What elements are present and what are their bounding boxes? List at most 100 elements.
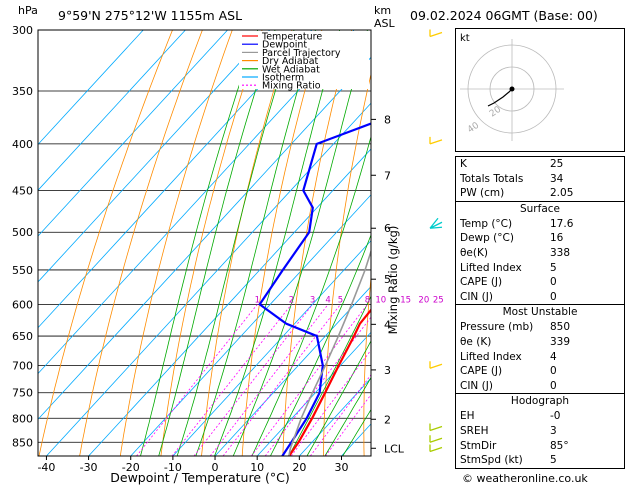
x-tick-label: -40 <box>37 461 55 474</box>
surface-label: Lifted Index <box>460 261 522 274</box>
surface-value: 338 <box>550 246 571 259</box>
y-tick-label: 450 <box>12 185 33 198</box>
y-tick-label: 800 <box>12 412 33 425</box>
legend-label: Isotherm <box>262 73 304 84</box>
surface-row: Dewp (°C) 16 <box>456 231 624 246</box>
footer-credit: © weatheronline.co.uk <box>462 472 588 485</box>
hodograph-title: Hodograph <box>510 395 570 408</box>
index-label: PW (cm) <box>460 187 505 200</box>
isotherm-line <box>38 30 228 237</box>
y-tick-label: 700 <box>12 359 33 372</box>
wind-barb <box>429 423 443 432</box>
mixing-ratio-label: 1 <box>255 295 260 305</box>
surface-value: 5 <box>550 261 557 274</box>
surface-title: Surface <box>519 202 560 215</box>
legend-label: Mixing Ratio <box>262 81 321 92</box>
hodograph-value: 5 <box>550 454 557 467</box>
dry-adiabat <box>441 17 455 456</box>
hodograph-value: 85° <box>550 439 569 452</box>
km-tick-label: 8 <box>384 113 391 126</box>
dry-adiabat <box>79 30 203 456</box>
wet-adiabat <box>232 30 368 456</box>
hodograph-label: SREH <box>460 424 489 437</box>
y-tick-label: 650 <box>12 330 33 343</box>
mixing-ratio-label: 8 <box>365 295 370 305</box>
km-tick-label: 5 <box>384 273 391 286</box>
x-tick-label: 0 <box>212 461 219 474</box>
unstable-label: CAPE (J) <box>460 365 503 378</box>
mixing-ratio-line <box>290 349 371 456</box>
unstable-label: θe (K) <box>460 335 492 348</box>
wet-adiabat <box>176 30 295 456</box>
legend-label: Wet Adiabat <box>262 64 320 75</box>
surface-row: Temp (°C) 17.6 <box>456 217 624 232</box>
datetime-title: 09.02.2024 06GMT (Base: 00) <box>410 8 598 23</box>
legend-label: Temperature <box>261 32 322 43</box>
dry-adiabat <box>160 30 263 456</box>
unstable-row: CIN (J) 0 <box>456 379 624 394</box>
x-tick-label: 20 <box>292 461 306 474</box>
surface-label: CAPE (J) <box>460 276 503 289</box>
dry-adiabat <box>201 30 293 456</box>
dry-adiabat <box>403 17 444 456</box>
isotherm-line <box>172 240 371 456</box>
mixing-ratio-label: 15 <box>400 295 411 305</box>
wind-barb <box>429 136 443 145</box>
surface-row: θe(K) 338 <box>456 246 624 261</box>
isotherm-line <box>38 30 186 191</box>
wet-adiabat <box>195 30 316 456</box>
isotherm-line <box>256 331 371 456</box>
dry-adiabat <box>323 72 371 456</box>
hodo-ring-label-20: 20 <box>488 105 503 120</box>
hodograph-value: -0 <box>550 410 561 423</box>
isotherm-line <box>38 30 355 375</box>
unstable-value: 850 <box>550 321 571 334</box>
unstable-row: CAPE (J) 0 <box>456 364 624 379</box>
isotherm-line <box>130 194 371 456</box>
unstable-value: 4 <box>550 350 557 363</box>
y-tick-label: 350 <box>12 85 33 98</box>
series-line <box>288 248 371 456</box>
x-axis-title: Dewpoint / Temperature (°C) <box>110 470 289 485</box>
hpa-label: hPa <box>18 4 38 17</box>
mixing-ratio-line <box>264 316 371 456</box>
most-unstable-title: Most Unstable <box>502 306 578 319</box>
mixing-axis-title: Mixing Ratio (g/kg) <box>386 226 400 335</box>
unstable-value: 0 <box>550 365 557 378</box>
isotherm-line <box>38 30 313 329</box>
unstable-label: CIN (J) <box>460 379 493 392</box>
hodo-ring-label-40: 40 <box>466 121 481 136</box>
surface-label: Temp (°C) <box>460 217 513 230</box>
mixing-ratio-line <box>171 304 292 456</box>
hodograph-value: 3 <box>550 424 557 437</box>
wet-adiabat <box>324 376 371 456</box>
isotherm-line <box>214 285 371 456</box>
mixing-ratio-label: 4 <box>325 295 330 305</box>
hodo-storm-marker <box>509 86 515 92</box>
unstable-value: 339 <box>550 335 571 348</box>
mixing-ratio-label: 2 <box>289 295 294 305</box>
unstable-value: 0 <box>550 379 557 392</box>
km-tick-label: 3 <box>384 364 391 377</box>
dry-adiabat <box>38 30 173 456</box>
hodograph-label: StmSpd (kt) <box>460 454 523 467</box>
km-tick-label: 6 <box>384 222 391 235</box>
mixing-ratio-line <box>250 304 368 456</box>
dry-adiabat <box>363 272 371 456</box>
hodograph-row: StmSpd (kt) 5 <box>456 453 624 468</box>
isotherm-line <box>38 30 271 283</box>
mixing-ratio-line <box>136 304 258 456</box>
dry-adiabat <box>241 30 323 456</box>
index-row-pw: PW (cm) 2.05 <box>456 186 624 201</box>
surface-label: CIN (J) <box>460 290 493 303</box>
hodograph-label: StmDir <box>460 439 497 452</box>
mixing-ratio-label: 25 <box>433 295 444 305</box>
surface-row: CAPE (J) 0 <box>456 275 624 290</box>
km-tick-label: LCL <box>384 442 405 455</box>
surface-value: 17.6 <box>550 217 574 230</box>
wet-adiabat <box>270 233 371 456</box>
legend-label: Dewpoint <box>262 40 307 51</box>
hodograph-label: EH <box>460 410 475 423</box>
mixing-ratio-label: 20 <box>418 295 429 305</box>
wet-adiabat <box>251 135 371 456</box>
